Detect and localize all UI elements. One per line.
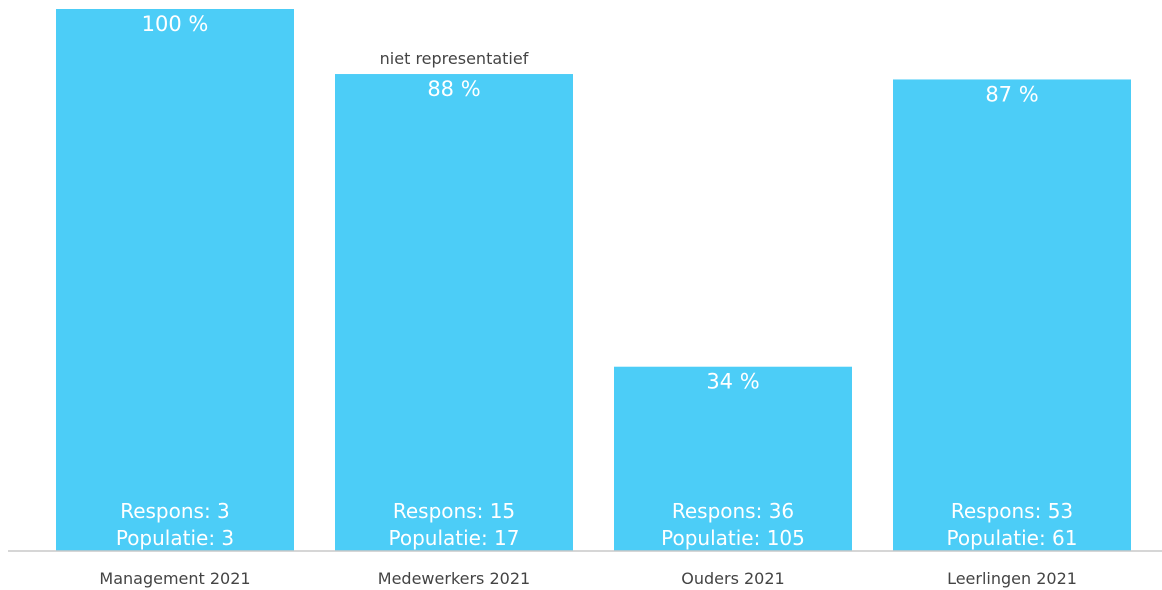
- x-tick-label: Medewerkers 2021: [378, 569, 530, 588]
- bar: [614, 366, 852, 551]
- bar-value-label: 87 %: [985, 82, 1038, 106]
- respons-label: Respons: 36: [672, 499, 794, 523]
- bar: [893, 79, 1131, 552]
- x-tick-label: Ouders 2021: [681, 569, 784, 588]
- respons-label: Respons: 3: [120, 499, 230, 523]
- bar-value-label: 100 %: [142, 12, 209, 36]
- populatie-label: Populatie: 61: [946, 526, 1077, 550]
- populatie-label: Populatie: 17: [388, 526, 519, 550]
- populatie-label: Populatie: 3: [116, 526, 234, 550]
- bar-note-label: niet representatief: [380, 49, 529, 68]
- bar: [56, 9, 294, 551]
- populatie-label: Populatie: 105: [661, 526, 805, 550]
- x-tick-label: Management 2021: [99, 569, 250, 588]
- bar: [335, 74, 573, 551]
- bars-group: [56, 9, 1131, 552]
- respons-label: Respons: 53: [951, 499, 1073, 523]
- x-tick-label: Leerlingen 2021: [947, 569, 1077, 588]
- respons-label: Respons: 15: [393, 499, 515, 523]
- bar-value-label: 34 %: [706, 370, 759, 394]
- labels-group: 100 % Respons: 3 Populatie: 3 Management 20…: [99, 12, 1077, 588]
- bar-value-label: 88 %: [427, 77, 480, 101]
